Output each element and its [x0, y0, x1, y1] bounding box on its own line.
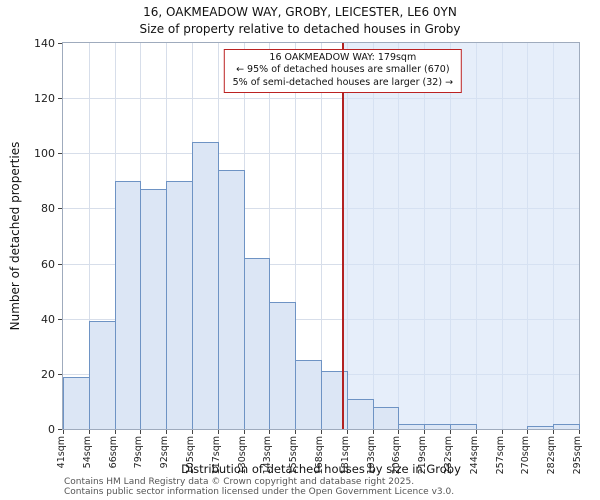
x-tick-mark [114, 430, 116, 434]
x-tick-mark [192, 430, 193, 434]
vertical-gridline [321, 43, 322, 429]
histogram-bar [192, 142, 219, 429]
histogram-bar [63, 376, 90, 429]
x-tick-mark [243, 430, 245, 434]
histogram-bar [217, 169, 245, 429]
annotation-box: 16 OAKMEADOW WAY: 179sqm ← 95% of detach… [223, 49, 463, 94]
x-tick-mark [140, 430, 142, 434]
property-marker-line [341, 43, 344, 429]
footer-attribution-line2: Contains public sector information licen… [64, 487, 455, 497]
x-tick-label: 206sqm [391, 436, 403, 475]
vertical-gridline [88, 43, 90, 429]
y-tick-label: 100 [34, 147, 55, 161]
y-tick-label: 60 [41, 257, 55, 271]
x-tick-label: 232sqm [443, 436, 454, 475]
x-tick-mark [372, 430, 374, 434]
x-tick-label: 193sqm [365, 436, 377, 475]
footer-attribution-line1: Contains HM Land Registry data © Crown c… [64, 477, 415, 487]
histogram-bar [88, 321, 116, 429]
x-tick-mark [527, 430, 529, 434]
x-tick-mark [295, 430, 297, 434]
y-tick-label: 0 [48, 423, 55, 436]
y-tick-mark [58, 429, 62, 430]
histogram-bar [346, 398, 374, 429]
x-tick-mark [398, 430, 400, 434]
x-tick-mark [269, 430, 271, 434]
annotation-larger-stat: 5% of semi-detached houses are larger (3… [232, 76, 454, 88]
vertical-gridline [295, 43, 297, 429]
histogram-bar [166, 180, 193, 429]
y-tick-mark [58, 263, 62, 265]
annotation-smaller-stat: ← 95% of detached houses are smaller (67… [236, 64, 450, 76]
x-tick-label: 54sqm [81, 436, 93, 469]
x-tick-mark [501, 430, 503, 434]
larger-properties-highlight-region [342, 43, 579, 429]
y-axis-label: Number of detached properties [8, 141, 22, 331]
x-tick-mark [166, 430, 168, 434]
x-tick-mark [321, 430, 322, 434]
x-tick-label: 244sqm [468, 436, 480, 475]
x-tick-label: 257sqm [494, 436, 506, 475]
y-tick-label: 120 [34, 92, 55, 106]
histogram-bar [269, 302, 297, 429]
chart-title: 16, OAKMEADOW WAY, GROBY, LEICESTER, LE6… [143, 5, 457, 19]
histogram-bar [450, 423, 477, 429]
vertical-gridline [269, 43, 271, 429]
y-tick-mark [58, 318, 62, 320]
y-tick-label: 140 [34, 37, 55, 50]
x-tick-mark [475, 430, 477, 434]
x-tick-label: 295sqm [572, 436, 583, 475]
x-tick-label: 181sqm [339, 436, 351, 475]
histogram-bar [398, 423, 426, 429]
x-axis-label: Distribution of detached houses by size … [181, 462, 461, 476]
y-tick-mark [58, 153, 62, 155]
x-tick-label: 117sqm [210, 436, 222, 475]
histogram-bar [527, 426, 555, 429]
y-tick-label: 20 [41, 367, 55, 381]
x-tick-label: 282sqm [546, 436, 558, 475]
x-tick-label: 41sqm [56, 436, 67, 469]
chart-subtitle: Size of property relative to detached ho… [139, 22, 461, 36]
histogram-bar [140, 189, 168, 429]
x-tick-mark [424, 430, 426, 434]
x-tick-label: 92sqm [159, 436, 171, 469]
x-tick-mark [63, 430, 64, 434]
histogram-bar [424, 423, 451, 429]
x-tick-mark [553, 430, 555, 434]
x-tick-label: 143sqm [262, 436, 274, 475]
histogram-bar [372, 406, 400, 429]
x-tick-mark [88, 430, 90, 434]
x-tick-label: 79sqm [133, 436, 145, 469]
y-tick-mark [58, 208, 62, 210]
y-tick-mark [58, 373, 62, 375]
x-tick-label: 66sqm [107, 436, 119, 469]
x-tick-label: 155sqm [288, 436, 300, 475]
plot-area: 16 OAKMEADOW WAY: 179sqm ← 95% of detach… [62, 42, 580, 430]
x-tick-label: 219sqm [417, 436, 429, 475]
x-tick-label: 105sqm [185, 436, 196, 475]
x-tick-mark [217, 430, 219, 434]
x-tick-mark [450, 430, 451, 434]
x-tick-mark [346, 430, 348, 434]
y-tick-mark [58, 43, 62, 44]
histogram-bar [295, 360, 322, 429]
histogram-bar [553, 423, 580, 429]
y-tick-mark [58, 98, 62, 100]
y-tick-label: 80 [41, 202, 55, 216]
x-tick-label: 168sqm [314, 436, 325, 475]
x-tick-label: 130sqm [236, 436, 248, 475]
annotation-property-size: 16 OAKMEADOW WAY: 179sqm [269, 52, 417, 63]
x-tick-mark [579, 430, 580, 434]
y-tick-label: 40 [41, 312, 55, 326]
histogram-bar [243, 258, 271, 429]
histogram-bar [114, 180, 142, 429]
x-tick-label: 270sqm [520, 436, 532, 475]
